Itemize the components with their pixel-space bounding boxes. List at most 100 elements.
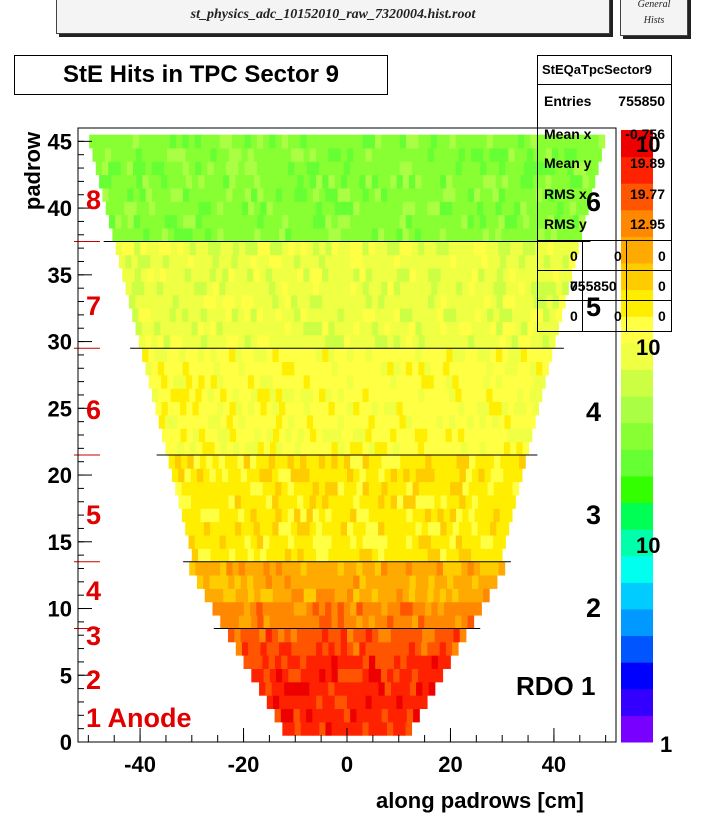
heatmap-cell: [365, 575, 373, 589]
heatmap-cell: [375, 281, 382, 296]
heatmap-cell: [377, 228, 385, 242]
heatmap-cell: [183, 414, 190, 429]
heatmap-cell: [312, 455, 320, 469]
heatmap-cell: [334, 321, 342, 336]
heatmap-cell: [570, 148, 578, 162]
heatmap-cell: [249, 455, 257, 469]
heatmap-cell: [371, 294, 379, 309]
heatmap-cell: [424, 508, 432, 523]
heatmap-cell: [213, 561, 221, 576]
heatmap-cell: [522, 241, 530, 256]
heatmap-cell: [434, 268, 442, 282]
heatmap-cell: [526, 374, 534, 389]
heatmap-cell: [257, 668, 265, 683]
heatmap-cell: [206, 308, 214, 322]
heatmap-cell: [207, 388, 215, 403]
heatmap-cell: [241, 521, 248, 536]
heatmap-cell: [443, 281, 451, 296]
heatmap-cell: [249, 655, 257, 669]
heatmap-cell: [303, 575, 310, 589]
colorbar-swatch: [621, 688, 653, 716]
heatmap-cell: [245, 214, 252, 229]
heatmap-cell: [371, 374, 379, 389]
heatmap-cell: [353, 681, 360, 696]
heatmap-cell: [493, 281, 501, 296]
heatmap-cell: [319, 161, 326, 176]
heatmap-cell: [496, 294, 504, 309]
heatmap-cell: [340, 374, 348, 389]
heatmap-cell: [275, 214, 283, 229]
heatmap-cell: [509, 294, 516, 309]
heatmap-cell: [353, 428, 360, 443]
heatmap-cell: [138, 281, 145, 296]
heatmap-cell: [443, 535, 450, 549]
heatmap-cell: [124, 201, 131, 216]
heatmap-cell: [402, 401, 410, 416]
heatmap-cell: [350, 361, 357, 376]
heatmap-cell: [536, 334, 544, 349]
heatmap-cell: [453, 468, 460, 483]
heatmap-cell: [165, 241, 172, 256]
heatmap-cell: [257, 615, 264, 629]
heatmap-cell: [468, 535, 475, 549]
heatmap-cell: [219, 281, 226, 296]
heatmap-cell: [191, 495, 198, 509]
heatmap-cell: [178, 268, 186, 282]
heatmap-cell: [181, 455, 188, 469]
heatmap-cell: [238, 361, 246, 376]
heatmap-cell: [290, 294, 298, 309]
heatmap-cell: [312, 281, 320, 296]
mean-x-label: Mean x: [544, 126, 592, 142]
heatmap-cell: [203, 294, 211, 309]
heatmap-cell: [399, 668, 407, 683]
heatmap-cell: [337, 481, 345, 496]
heatmap-cell: [353, 201, 360, 216]
heatmap-cell: [493, 308, 500, 322]
heatmap-cell: [303, 228, 311, 242]
general-hists-box[interactable]: General Hists: [620, 0, 688, 36]
heatmap-cell: [362, 281, 370, 296]
heatmap-cell: [464, 228, 471, 242]
heatmap-cell: [288, 361, 295, 376]
heatmap-cell: [350, 188, 357, 202]
heatmap-cell: [322, 294, 329, 309]
heatmap-cell: [405, 561, 413, 576]
heatmap-cell: [504, 414, 511, 429]
heatmap-cell: [291, 428, 299, 443]
heatmap-cell: [424, 308, 432, 322]
heatmap-cell: [514, 321, 522, 336]
heatmap-cell: [511, 361, 518, 376]
heatmap-cell: [322, 401, 329, 416]
heatmap-cell: [272, 174, 280, 189]
heatmap-cell: [331, 334, 339, 349]
heatmap-cell: [169, 281, 176, 296]
heatmap-cell: [300, 601, 307, 616]
heatmap-cell: [511, 308, 519, 322]
heatmap-cell: [461, 414, 468, 429]
mean-x-value: -0.756: [625, 126, 665, 142]
heatmap-cell: [340, 228, 348, 242]
heatmap-cell: [350, 668, 357, 683]
heatmap-cell: [406, 535, 413, 549]
heatmap-cell: [456, 481, 463, 496]
heatmap-cell: [475, 601, 482, 616]
heatmap-cell: [325, 214, 332, 229]
colorbar-swatch: [621, 475, 653, 504]
heatmap-cell: [569, 228, 576, 242]
heatmap-cell: [135, 294, 142, 309]
heatmap-cell: [487, 455, 495, 469]
heatmap-cell: [434, 495, 441, 509]
heatmap-cell: [278, 374, 286, 389]
rms-x-label: RMS x: [544, 186, 587, 202]
colorbar-exponent-6: 6: [586, 187, 602, 217]
heatmap-cell: [259, 268, 267, 282]
heatmap-cell: [213, 388, 221, 403]
heatmap-cell: [284, 548, 292, 563]
heatmap-cell: [309, 174, 317, 189]
heatmap-cell: [408, 201, 416, 216]
heatmap-cell: [306, 214, 314, 229]
heatmap-cell: [185, 374, 193, 389]
heatmap-cell: [218, 481, 226, 496]
heatmap-cell: [235, 201, 243, 216]
heatmap-cell: [257, 441, 265, 456]
